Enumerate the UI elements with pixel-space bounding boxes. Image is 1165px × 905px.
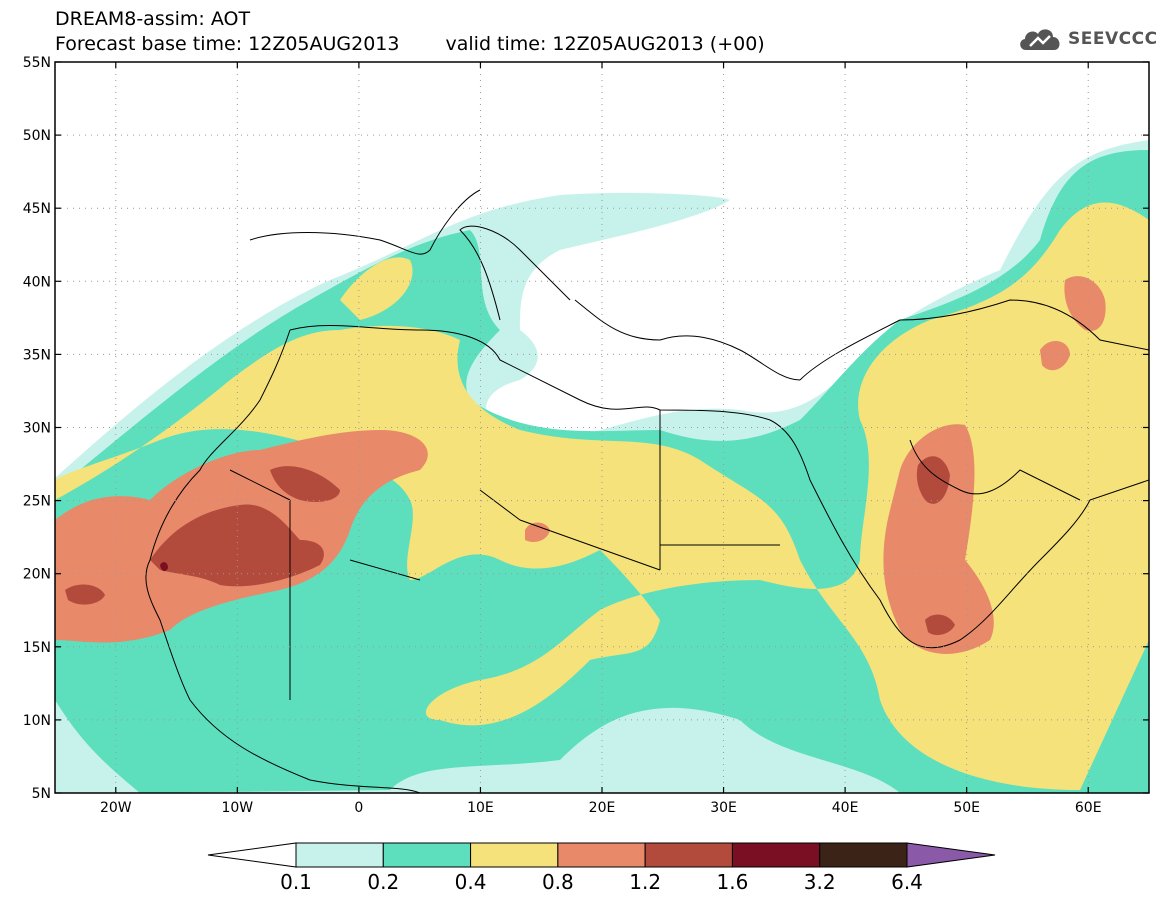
aot-contour-1.2-arabia [916,456,950,504]
aot-contour-0.4 [55,202,1149,790]
logo-text: SEEVCCC [1068,29,1158,49]
colorbar-low-arrow [207,842,297,868]
lat-tick-label: 30N [23,421,51,437]
aot-contour-1.2-atlas [270,466,340,502]
axis-labels: 55N 50N 45N 40N 35N 30N 25N 20N 15N 10N 5N 20W 10W 0 1… [23,55,1102,816]
lon-tick-label: 60E [1075,800,1102,816]
colorbar-swatch [470,842,559,868]
lat-tick-label: 10N [23,713,51,729]
colorbar-high-arrow [906,842,996,868]
colorbar-label: 3.2 [804,870,836,894]
lon-tick-label: 10E [467,800,494,816]
forecast-times: Forecast base time: 12Z05AUG2013 valid ti… [55,33,765,55]
aot-contour-0.8-afghan [1040,340,1070,371]
colorbar-swatch [644,842,733,868]
colorbar-label: 1.2 [629,870,661,894]
cloud-icon [1020,29,1060,50]
colorbar-label: 0.8 [542,870,574,894]
lat-tick-label: 25N [23,494,51,510]
seevccc-logo: SEEVCCC [1016,22,1158,56]
lat-tick-label: 5N [32,786,51,802]
aot-contour-1.6 [160,562,168,572]
aot-contour-0.8-persia [1064,276,1106,331]
lat-tick-label: 40N [23,274,51,290]
map-frame [54,61,1150,794]
colorbar-swatch [557,842,646,868]
aot-contour-0.8-libya [525,522,550,542]
valid-time-label: valid time: 12Z05AUG2013 (+00) [445,33,765,55]
lat-tick-label: 20N [23,567,51,583]
aot-contour-1.2-yemen [925,614,955,636]
colorbar-label: 0.1 [280,870,312,894]
lat-tick-label: 45N [23,201,51,217]
lon-tick-label: 10W [221,800,253,816]
colorbar-label: 6.4 [891,870,923,894]
lon-tick-label: 20E [589,800,616,816]
coastlines [145,189,1149,793]
aot-contour-0.4-iberia [340,257,413,320]
lat-tick-label: 55N [23,55,51,71]
lon-tick-label: 50E [953,800,980,816]
lat-tick-label: 35N [23,347,51,363]
colorbar-label: 1.6 [717,870,749,894]
lon-tick-label: 20W [100,800,132,816]
lat-tick-label: 50N [23,128,51,144]
colorbar-swatch [295,842,384,868]
aot-contour-1.2-west [150,504,324,587]
colorbar-swatch [731,842,821,868]
colorbar-label: 0.2 [367,870,399,894]
map-title: DREAM8-assim: AOT [55,8,251,30]
colorbar-label: 0.4 [455,870,487,894]
base-time-label: Forecast base time: 12Z05AUG2013 [55,33,400,55]
aot-contour-1.2-coast [65,584,105,605]
lon-tick-label: 30E [710,800,737,816]
lat-tick-label: 15N [23,640,51,656]
colorbar: 0.1 0.2 0.4 0.8 1.2 1.6 3.2 6.4 [207,842,996,894]
colorbar-swatch [819,842,908,868]
lon-tick-label: 0 [354,800,363,816]
colorbar-swatch [382,842,472,868]
lon-tick-label: 40E [832,800,859,816]
